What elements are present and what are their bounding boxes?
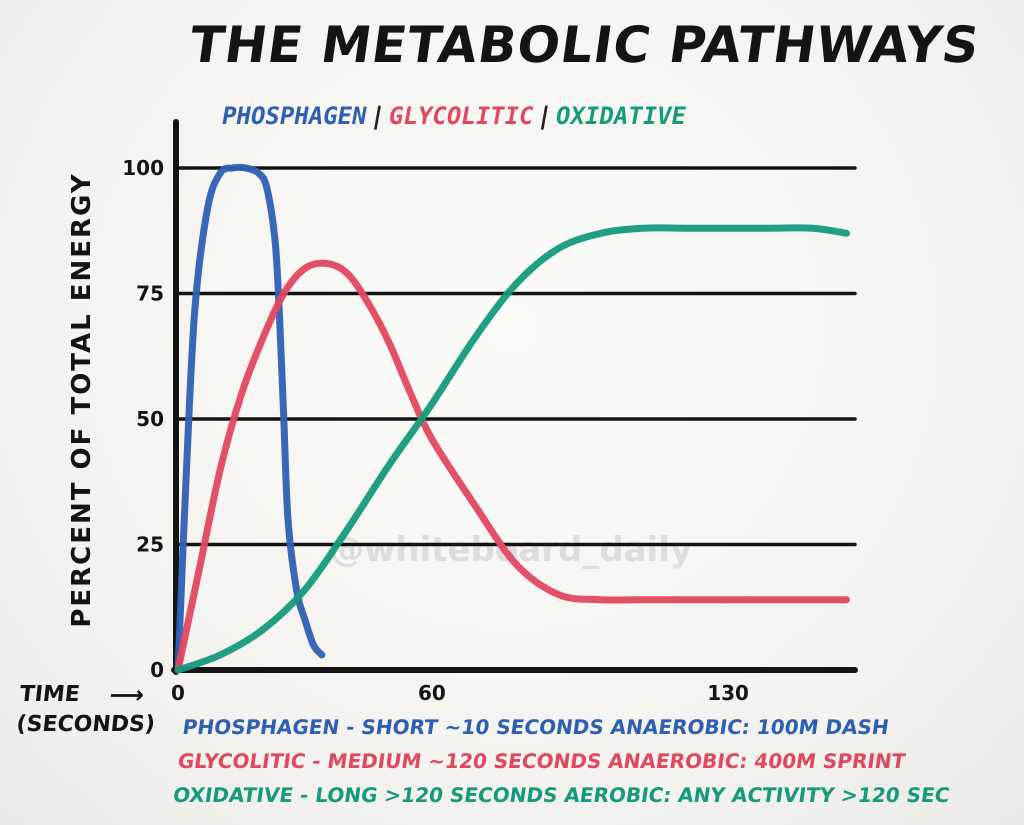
y-tick-label-75: 75 [136,282,164,306]
y-tick-label-0: 0 [150,658,164,682]
series-line-glycolitic [174,259,850,674]
x-tick-label-0: 0 [171,681,185,705]
x-tick-label-130: 130 [707,681,749,705]
legend-notes: PHOSPHAGEN - SHORT ~10 SECONDS ANAEROBIC… [171,710,962,812]
y-tick-label-100: 100 [122,156,164,180]
x-tick-label-60: 60 [418,681,446,705]
note-oxidative: OXIDATIVE - LONG >120 SECONDS AEROBIC: A… [171,783,952,807]
series-line-phosphagen [174,163,326,674]
note-phosphagen: PHOSPHAGEN - SHORT ~10 SECONDS ANAEROBIC… [181,715,891,739]
note-glycolitic: GLYCOLITIC - MEDIUM ~120 SECONDS ANAEROB… [176,749,907,773]
y-tick-label-25: 25 [136,533,164,557]
y-tick-label-50: 50 [136,407,164,431]
series-line-oxidative [174,224,850,674]
